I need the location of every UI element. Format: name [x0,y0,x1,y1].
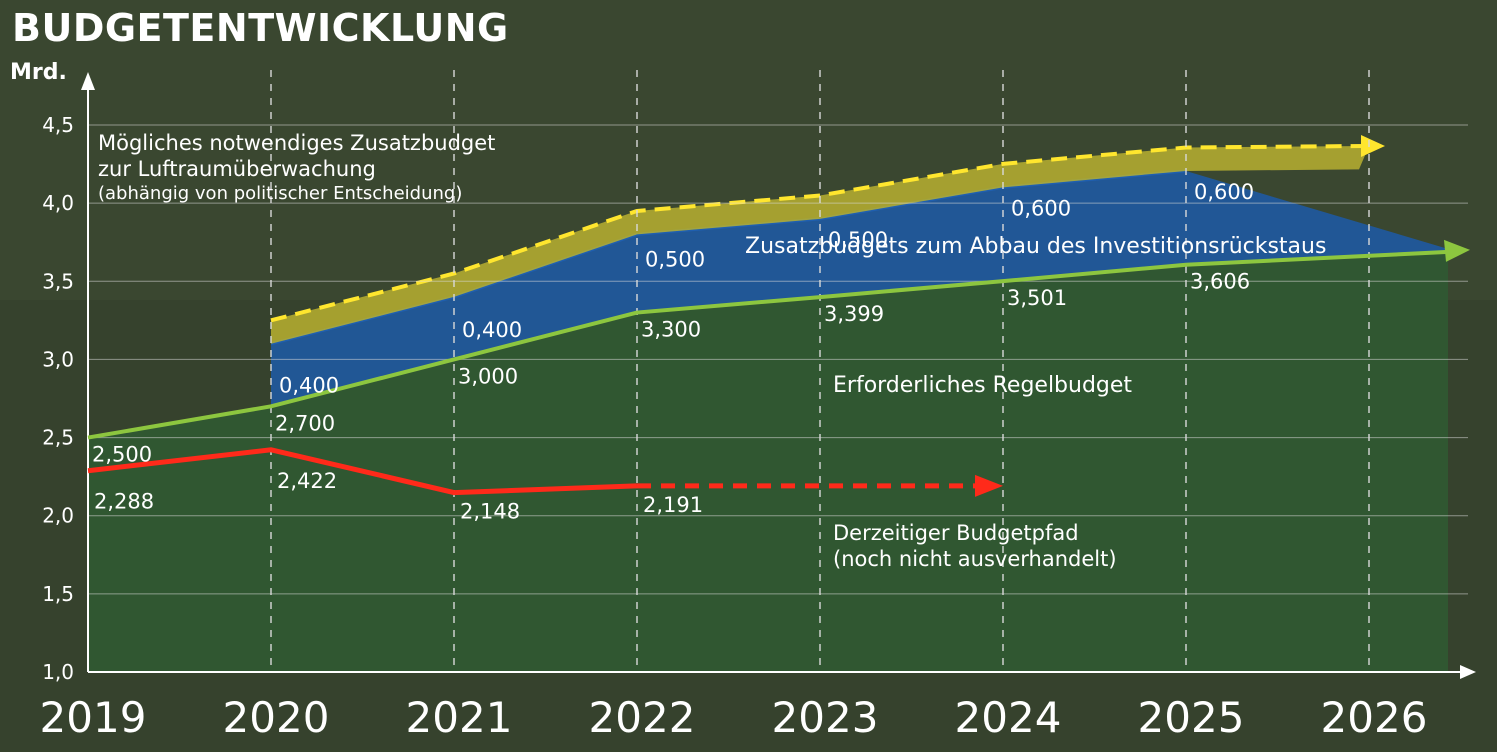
chart-title: BUDGETENTWICKLUNG [12,6,509,50]
regular-budget-data-label: 3,501 [1007,286,1067,310]
current-budget-arrow-head [975,474,1003,497]
annotation-current-line-1: Derzeitiger Budgetpfad [833,521,1079,545]
x-tick-label: 2023 [772,693,879,742]
investment-budget-data-label: 0,500 [828,228,888,252]
regular-budget-data-label: 3,606 [1190,270,1250,294]
annotation-current-path: Derzeitiger Budgetpfad (noch nicht ausve… [833,520,1117,573]
x-tick-label: 2020 [223,693,330,742]
annotation-airspace-budget: Mögliches notwendiges Zusatzbudget zur L… [98,130,495,205]
x-axis-arrow [1460,665,1476,679]
investment-budget-area [271,170,1458,407]
y-tick-label: 2,0 [42,504,74,528]
current-budget-line [87,447,638,496]
annotation-regular-budget: Erforderliches Regelbudget [833,373,1133,398]
investment-budget-data-label: 0,600 [1194,180,1254,204]
x-tick-label: 2021 [406,693,513,742]
annotation-airspace-line-1: Mögliches notwendiges Zusatzbudget [98,131,496,155]
current-budget-data-label: 2,288 [94,490,154,514]
y-tick-label: 2,5 [42,426,74,450]
regular-budget-area [88,251,1448,673]
investment-budget-data-label: 0,400 [279,373,339,397]
annotation-airspace-line-3: (abhängig von politischer Entscheidung) [98,182,463,204]
x-tick-label: 2025 [1138,693,1245,742]
x-tick-label: 2026 [1321,693,1428,742]
x-tick-label: 2019 [40,693,147,742]
y-tick-label: 3,0 [42,347,74,371]
regular-budget-data-label: 3,300 [641,318,701,342]
regular-budget-data-label: 3,399 [824,302,884,326]
investment-budget-data-label: 0,500 [645,247,705,271]
regular-budget-line [87,249,1449,440]
annotation-airspace-line-2: zur Luftraumüberwachung [98,157,376,182]
current-budget-data-label: 2,191 [643,493,703,517]
regular-budget-data-label: 3,000 [458,364,518,388]
regular-budget-data-label: 2,700 [275,411,335,435]
airspace-arrow-head [1361,134,1385,157]
annotation-current-line-2: (noch nicht ausverhandelt) [833,547,1117,572]
x-tick-label: 2024 [955,693,1062,742]
airspace-budget-band [271,145,1369,344]
y-tick-label: 1,5 [42,582,74,606]
current-budget-data-label: 2,422 [277,469,337,493]
y-tick-label: 1,0 [42,660,74,684]
regular-budget-data-label: 2,500 [92,443,152,467]
investment-budget-data-label: 0,600 [1011,196,1071,220]
annotation-investment-budget: Zusatzbudgets zum Abbau des Investitions… [745,234,1327,259]
y-axis-unit: Mrd. [10,60,67,85]
regular-budget-arrow-head [1444,239,1470,262]
current-budget-data-label: 2,148 [460,500,520,524]
x-tick-label: 2022 [589,693,696,742]
y-tick-label: 4,0 [42,191,74,215]
y-axis-arrow [81,72,95,90]
investment-budget-data-label: 0,400 [462,318,522,342]
airspace-budget-dashed-line [270,143,1370,323]
y-tick-label: 4,5 [42,113,74,137]
y-tick-label: 3,5 [42,269,74,293]
